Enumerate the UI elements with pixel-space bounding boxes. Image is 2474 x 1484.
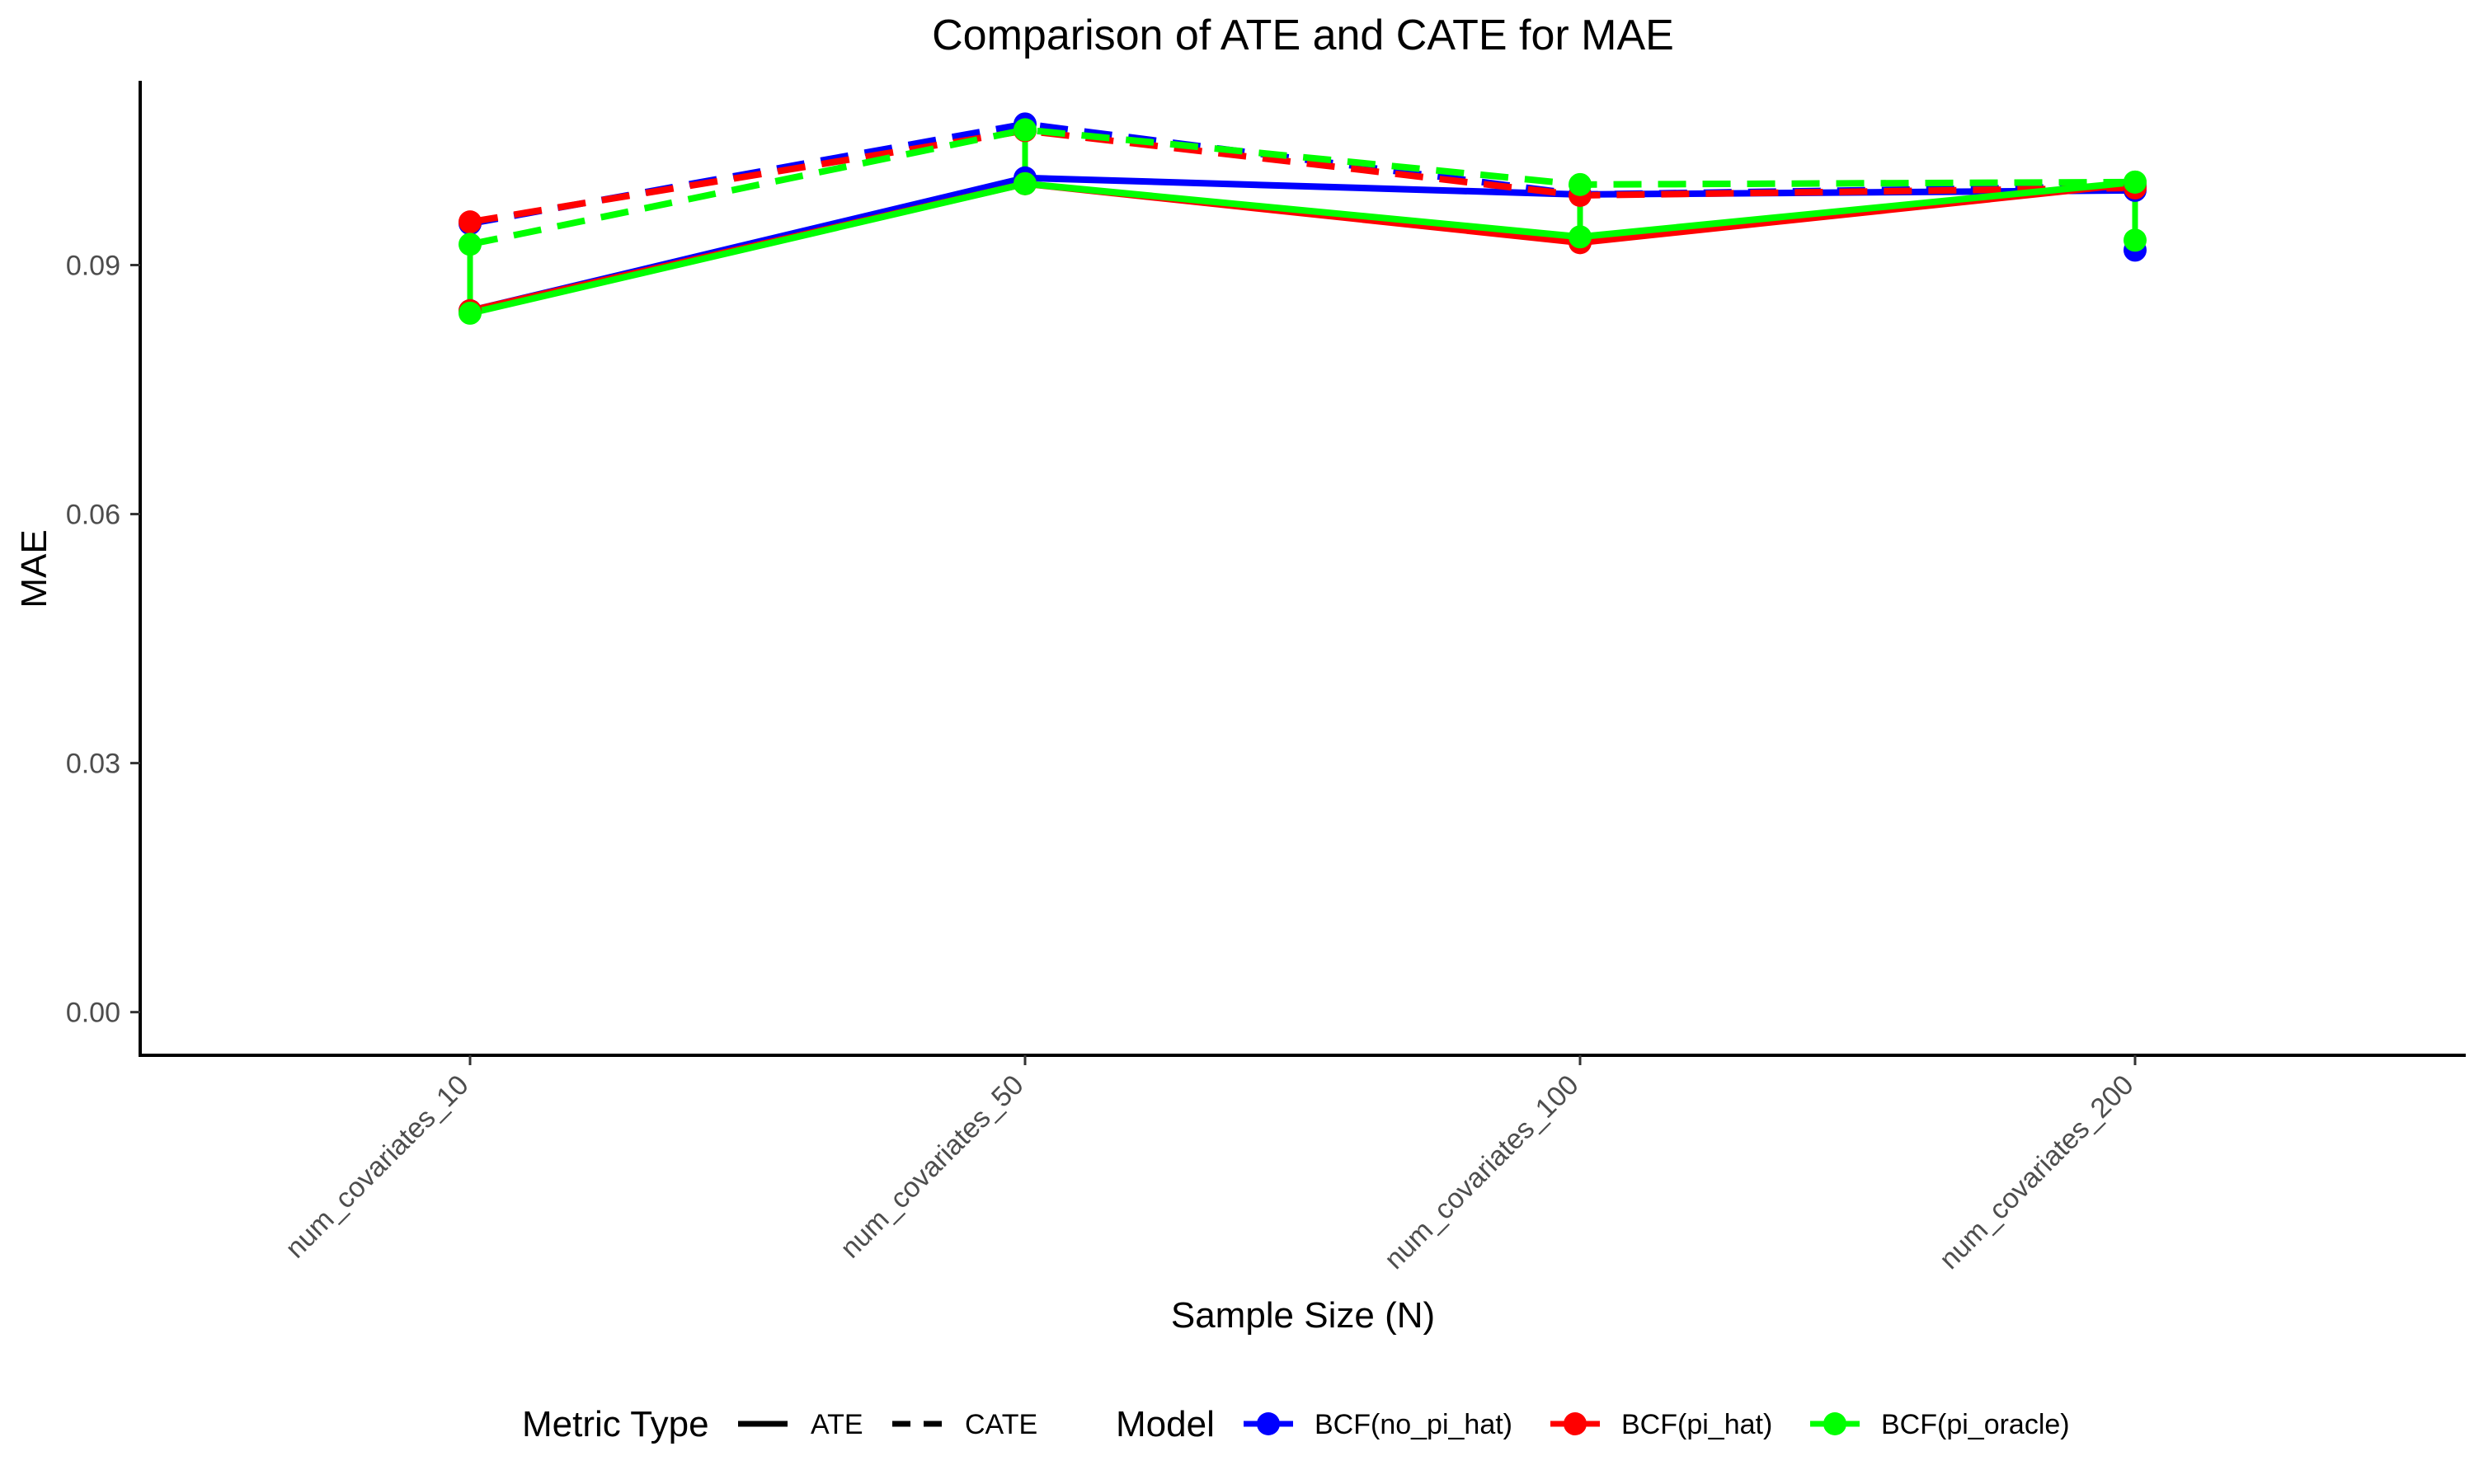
x-tick-label: num_covariates_10: [280, 1069, 475, 1265]
y-tick-label: 0.06: [66, 500, 120, 531]
series-line-bcf-no-pi-hat-ate: [469, 174, 2136, 314]
data-point-bcf-pi-oracle-ate: [1569, 225, 1592, 249]
data-point-bcf-pi-oracle-ate: [1014, 171, 1037, 195]
series-line-bcf-pi-oracle-ate: [469, 178, 2136, 317]
legend-model-title: Model: [1116, 1404, 1215, 1444]
legend-label-bcf-pi-oracle: BCF(pi_oracle): [1881, 1409, 2070, 1440]
y-axis-ticks: 0.00 0.03 0.06 0.09: [66, 251, 140, 1029]
x-tick-label: num_covariates_100: [1379, 1069, 1585, 1275]
x-axis-ticks: num_covariates_10 num_covariates_50 num_co…: [280, 1055, 2140, 1275]
y-tick-label: 0.00: [66, 998, 120, 1029]
y-tick-label: 0.09: [66, 251, 120, 282]
chart-title: Comparison of ATE and CATE for MAE: [932, 12, 1674, 59]
y-tick-label: 0.03: [66, 749, 120, 780]
x-axis-title: Sample Size (N): [1171, 1295, 1435, 1336]
series-line-bcf-pi-oracle-cate: [469, 126, 2136, 248]
data-point-bcf-pi-oracle-cate: [2124, 170, 2147, 194]
data-point-bcf-pi-oracle-cate: [459, 232, 482, 256]
data-point-bcf-pi-hat-cate: [459, 210, 482, 234]
data-point-bcf-pi-oracle-cate: [1569, 172, 1592, 196]
legend-label-cate: CATE: [965, 1409, 1037, 1440]
series-line-bcf-pi-hat-ate: [469, 180, 2136, 314]
legend-label-bcf-no-pi-hat: BCF(no_pi_hat): [1315, 1409, 1512, 1440]
data-point-bcf-pi-oracle: [2124, 228, 2147, 252]
legend: Metric Type ATE CATE Model BCF(no_pi_hat…: [522, 1404, 2070, 1444]
legend-metric-title: Metric Type: [522, 1404, 709, 1444]
data-point-bcf-pi-oracle-ate: [459, 301, 482, 325]
legend-key-bcf-pi-hat: [1550, 1412, 1600, 1435]
x-tick-label: num_covariates_200: [1934, 1069, 2140, 1275]
legend-label-bcf-pi-hat: BCF(pi_hat): [1621, 1409, 1772, 1440]
series-lines: [469, 120, 2136, 317]
legend-key-bcf-pi-oracle: [1810, 1412, 1860, 1435]
series-line-bcf-pi-hat-cate: [469, 127, 2136, 226]
series-points: [459, 112, 2147, 325]
range-connectors: [467, 129, 2138, 313]
y-axis-title: MAE: [14, 529, 54, 608]
legend-label-ate: ATE: [811, 1409, 863, 1440]
x-tick-label: num_covariates_50: [835, 1069, 1030, 1265]
data-point-bcf-pi-oracle-cate: [1014, 118, 1037, 142]
legend-key-bcf-no-pi-hat: [1244, 1412, 1293, 1435]
